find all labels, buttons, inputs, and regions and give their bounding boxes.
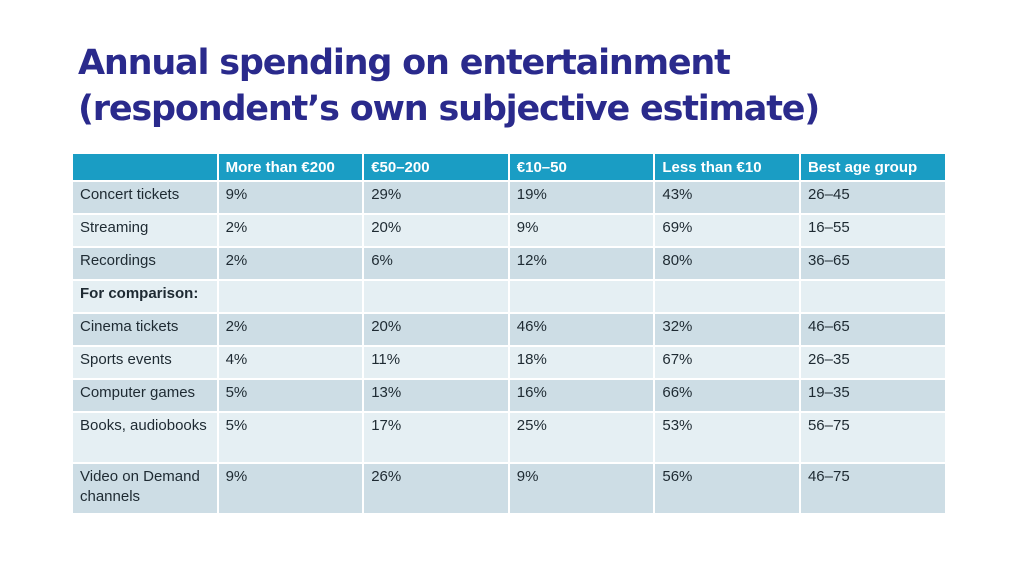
table-cell: 56–75 <box>798 411 947 464</box>
table-header-row: More than €200 €50–200 €10–50 Less than … <box>71 152 947 182</box>
spending-table: More than €200 €50–200 €10–50 Less than … <box>71 152 947 515</box>
table-cell <box>798 279 947 314</box>
table-row: Cinema tickets 2% 20% 46% 32% 46–65 <box>71 312 947 347</box>
table-cell: 11% <box>362 345 510 380</box>
row-label: Computer games <box>71 378 219 413</box>
table-row: Books, audiobooks 5% 17% 25% 53% 56–75 <box>71 411 947 464</box>
table-cell: 2% <box>216 213 365 248</box>
table-cell: 9% <box>507 462 656 515</box>
row-label: Streaming <box>71 213 219 248</box>
table-cell: 2% <box>216 246 365 281</box>
table-cell: 53% <box>653 411 801 464</box>
row-label: Sports events <box>71 345 219 380</box>
table-cell: 19–35 <box>798 378 947 413</box>
table-cell: 19% <box>507 180 656 215</box>
table-cell: 26–35 <box>798 345 947 380</box>
table-cell: 69% <box>653 213 801 248</box>
table-cell: 4% <box>216 345 365 380</box>
table-cell: 80% <box>653 246 801 281</box>
table-cell: 29% <box>362 180 510 215</box>
table-cell <box>362 279 510 314</box>
table-cell: 26% <box>362 462 510 515</box>
table-cell: 66% <box>653 378 801 413</box>
table-cell <box>653 279 801 314</box>
table-row: Sports events 4% 11% 18% 67% 26–35 <box>71 345 947 380</box>
table-cell: 43% <box>653 180 801 215</box>
header-cell-more-than-200: More than €200 <box>216 152 365 182</box>
table-cell: 20% <box>362 312 510 347</box>
section-label: For comparison: <box>71 279 219 314</box>
table-cell: 2% <box>216 312 365 347</box>
table-cell: 46–75 <box>798 462 947 515</box>
table-cell: 9% <box>216 462 365 515</box>
table-cell: 26–45 <box>798 180 947 215</box>
table-cell: 20% <box>362 213 510 248</box>
table-cell: 5% <box>216 378 365 413</box>
slide-title-line-1: Annual spending on entertainment <box>78 43 731 83</box>
table-cell: 25% <box>507 411 656 464</box>
header-cell-less-than-10: Less than €10 <box>653 152 801 182</box>
table-cell: 46% <box>507 312 656 347</box>
table-cell: 6% <box>362 246 510 281</box>
table-cell: 46–65 <box>798 312 947 347</box>
table-cell: 16–55 <box>798 213 947 248</box>
header-cell-empty <box>71 152 219 182</box>
table-row: Streaming 2% 20% 9% 69% 16–55 <box>71 213 947 248</box>
table-row-section-label: For comparison: <box>71 279 947 314</box>
table-cell: 18% <box>507 345 656 380</box>
row-label: Recordings <box>71 246 219 281</box>
slide-title-line-2: (respondent’s own subjective estimate) <box>78 89 820 129</box>
table-cell: 17% <box>362 411 510 464</box>
header-cell-best-age-group: Best age group <box>798 152 947 182</box>
table-cell: 9% <box>507 213 656 248</box>
row-label: Video on Demand channels <box>71 462 219 515</box>
header-cell-50-200: €50–200 <box>362 152 510 182</box>
row-label: Concert tickets <box>71 180 219 215</box>
table-cell: 32% <box>653 312 801 347</box>
table-cell: 36–65 <box>798 246 947 281</box>
table-cell: 56% <box>653 462 801 515</box>
table-cell: 5% <box>216 411 365 464</box>
table-row: Computer games 5% 13% 16% 66% 19–35 <box>71 378 947 413</box>
table-cell: 12% <box>507 246 656 281</box>
table-row: Recordings 2% 6% 12% 80% 36–65 <box>71 246 947 281</box>
row-label: Cinema tickets <box>71 312 219 347</box>
slide-title: Annual spending on entertainment (respon… <box>78 40 820 132</box>
table-cell: 13% <box>362 378 510 413</box>
table-row: Concert tickets 9% 29% 19% 43% 26–45 <box>71 180 947 215</box>
table-cell: 67% <box>653 345 801 380</box>
table-cell: 9% <box>216 180 365 215</box>
table-cell: 16% <box>507 378 656 413</box>
row-label: Books, audiobooks <box>71 411 219 464</box>
header-cell-10-50: €10–50 <box>507 152 656 182</box>
table-cell <box>216 279 365 314</box>
table-cell <box>507 279 656 314</box>
table-row: Video on Demand channels 9% 26% 9% 56% 4… <box>71 462 947 515</box>
